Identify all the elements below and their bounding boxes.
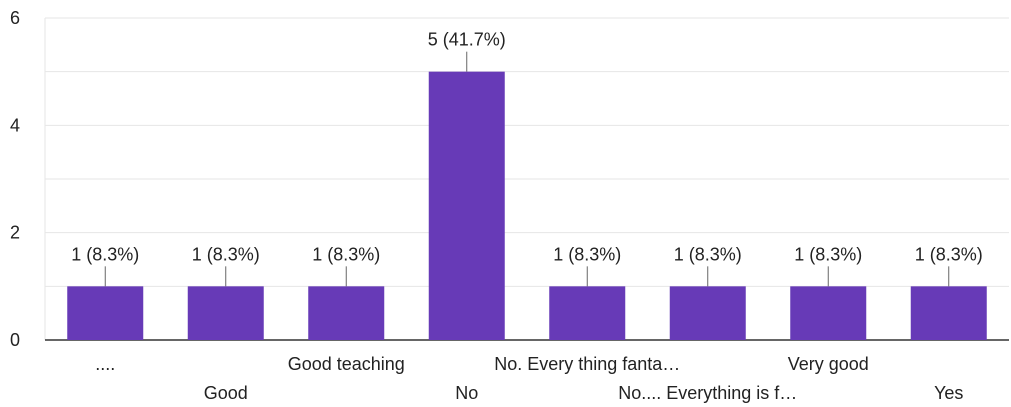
data-label: 1 (8.3%) xyxy=(312,244,380,264)
category-label: Yes xyxy=(934,383,963,403)
bar xyxy=(187,286,264,340)
y-tick-label: 6 xyxy=(10,8,20,28)
category-label: Good xyxy=(204,383,248,403)
category-label: Very good xyxy=(788,354,869,374)
y-tick-label: 2 xyxy=(10,223,20,243)
category-label: .... xyxy=(95,354,115,374)
category-label: No xyxy=(455,383,478,403)
data-label: 1 (8.3%) xyxy=(674,244,742,264)
grid-layer xyxy=(45,17,1009,287)
category-label: Good teaching xyxy=(288,354,405,374)
bar xyxy=(790,286,867,340)
data-label: 1 (8.3%) xyxy=(794,244,862,264)
category-label: No. Every thing fanta… xyxy=(494,354,680,374)
bar xyxy=(669,286,746,340)
category-label: No.... Everything is f… xyxy=(618,383,797,403)
y-tick-label: 4 xyxy=(10,115,20,135)
bar xyxy=(549,286,626,340)
bar xyxy=(428,71,505,341)
data-label: 1 (8.3%) xyxy=(915,244,983,264)
data-label: 5 (41.7%) xyxy=(428,30,506,50)
data-label: 1 (8.3%) xyxy=(553,244,621,264)
y-tick-label: 0 xyxy=(10,330,20,350)
bar xyxy=(67,286,144,340)
bar xyxy=(308,286,385,340)
bar-layer xyxy=(67,71,987,341)
bar xyxy=(910,286,987,340)
data-label: 1 (8.3%) xyxy=(71,244,139,264)
label-layer: 1 (8.3%).... 1 (8.3%) Good 1 (8.3%) Good tea… xyxy=(71,30,983,403)
data-label: 1 (8.3%) xyxy=(192,244,260,264)
